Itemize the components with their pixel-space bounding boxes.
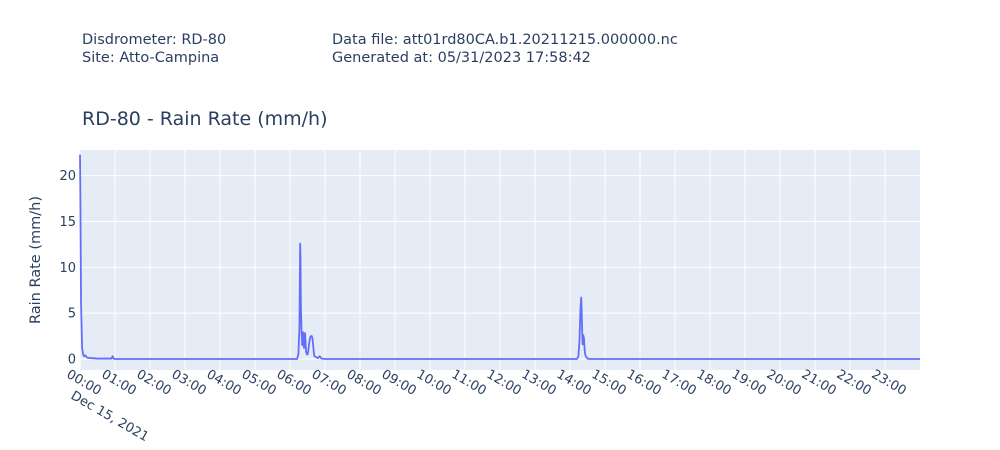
site-label: Site: Atto-Campina (82, 50, 220, 66)
x-tick-label: 17:00 (659, 367, 699, 399)
data-file-label: Data file: att01rd80CA.b1.20211215.00000… (332, 32, 678, 48)
x-tick-label: 15:00 (589, 367, 629, 399)
x-tick-label: 11:00 (449, 367, 489, 399)
x-tick-label: 05:00 (239, 367, 279, 399)
grid-lines (79, 150, 920, 370)
x-tick-label: 12:00 (484, 367, 524, 399)
y-axis-ticks: 0 5 10 15 20 (59, 169, 76, 367)
x-axis-ticks: 00:0001:0002:0003:0004:0005:0006:0007:00… (64, 367, 909, 399)
x-tick-label: 18:00 (694, 367, 734, 399)
generated-at-label: Generated at: 05/31/2023 17:58:42 (332, 50, 591, 66)
x-axis-date-label: Dec 15, 2021 (68, 388, 151, 445)
x-tick-label: 13:00 (519, 367, 559, 399)
series-layer (79, 154, 920, 360)
header-left: Disdrometer: RD-80 Site: Atto-Campina (82, 31, 226, 67)
x-tick-label: 19:00 (729, 367, 769, 399)
y-tick-label: 10 (59, 261, 76, 276)
x-tick-label: 21:00 (799, 367, 839, 399)
chart-title: RD-80 - Rain Rate (mm/h) (82, 108, 328, 130)
x-tick-label: 10:00 (414, 367, 454, 399)
y-tick-label: 5 (68, 307, 76, 322)
x-tick-label: 01:00 (99, 367, 139, 399)
x-tick-label: 06:00 (274, 367, 314, 399)
y-tick-label: 20 (59, 169, 76, 184)
x-tick-label: 20:00 (764, 367, 804, 399)
disdrometer-label: Disdrometer: RD-80 (82, 32, 227, 48)
x-tick-label: 16:00 (624, 367, 664, 399)
x-tick-label: 07:00 (309, 367, 349, 399)
x-tick-label: 23:00 (869, 367, 909, 399)
x-tick-label: 02:00 (134, 367, 174, 399)
x-tick-label: 03:00 (169, 367, 209, 399)
y-tick-label: 0 (68, 353, 76, 368)
rain-rate-series-line (79, 154, 920, 360)
y-tick-label: 15 (59, 215, 76, 230)
header-right: Data file: att01rd80CA.b1.20211215.00000… (332, 31, 678, 67)
x-tick-label: 04:00 (204, 367, 244, 399)
x-tick-label: 14:00 (554, 367, 594, 399)
x-tick-label: 22:00 (834, 367, 874, 399)
x-tick-label: 09:00 (379, 367, 419, 399)
y-axis-title: Rain Rate (mm/h) (28, 196, 44, 324)
x-tick-label: 08:00 (344, 367, 384, 399)
